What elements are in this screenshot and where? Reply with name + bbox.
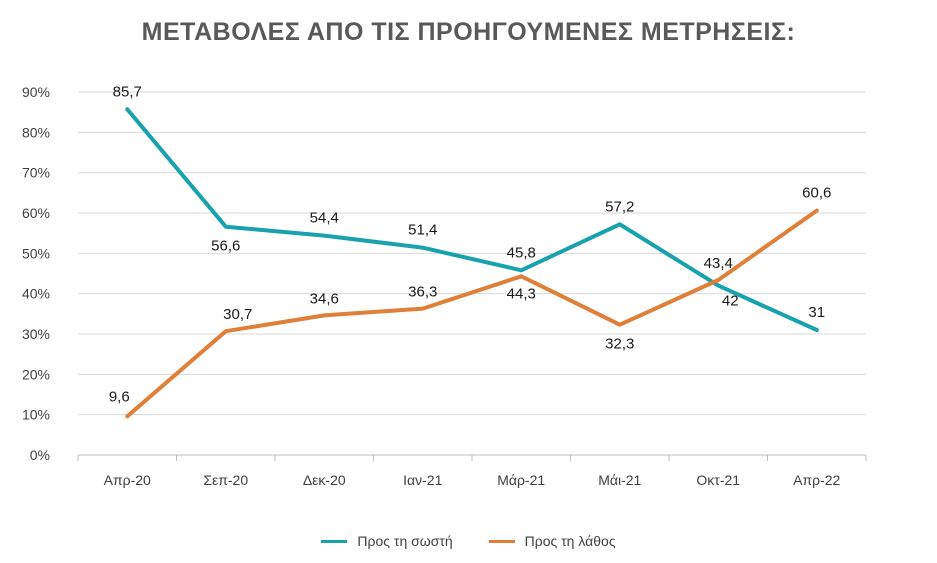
legend-label-wrong: Προς τη λάθος xyxy=(524,533,616,549)
data-label-correct: 57,2 xyxy=(605,198,634,215)
legend: Προς τη σωστή Προς τη λάθος xyxy=(0,533,937,549)
y-tick-label: 30% xyxy=(22,326,50,342)
data-label-wrong: 36,3 xyxy=(408,284,437,301)
x-tick-label: Οκτ-21 xyxy=(696,472,740,488)
y-tick-label: 20% xyxy=(22,366,50,382)
x-tick-label: Σεπ-20 xyxy=(203,472,248,488)
legend-item-correct: Προς τη σωστή xyxy=(321,533,453,549)
y-tick-label: 70% xyxy=(22,165,50,181)
data-label-correct: 56,6 xyxy=(211,238,240,255)
legend-swatch-correct xyxy=(321,539,348,543)
data-label-wrong: 32,3 xyxy=(605,336,634,353)
x-tick-label: Δεκ-20 xyxy=(303,472,346,488)
data-label-wrong: 9,6 xyxy=(109,388,130,405)
data-label-wrong: 60,6 xyxy=(802,185,831,202)
legend-item-wrong: Προς τη λάθος xyxy=(488,533,616,549)
data-label-correct: 54,4 xyxy=(310,210,339,227)
data-label-wrong: 34,6 xyxy=(310,290,339,307)
legend-swatch-wrong xyxy=(488,539,515,543)
series-line-correct xyxy=(125,107,819,332)
y-tick-label: 80% xyxy=(22,124,50,140)
chart-title: ΜΕΤΑΒΟΛΕΣ ΑΠΟ ΤΙΣ ΠΡΟΗΓΟΥΜΕΝΕΣ ΜΕΤΡΗΣΕΙΣ… xyxy=(141,18,796,46)
legend-label-correct: Προς τη σωστή xyxy=(357,533,453,549)
x-tick-label: Ιαν-21 xyxy=(403,472,442,488)
y-tick-label: 10% xyxy=(22,407,50,423)
x-tick-label: Απρ-22 xyxy=(793,472,840,488)
x-tick-label: Μάι-21 xyxy=(598,472,641,488)
data-label-correct: 31 xyxy=(808,304,825,321)
data-label-correct: 42 xyxy=(722,293,739,310)
data-label-correct: 51,4 xyxy=(408,222,437,239)
y-tick-label: 50% xyxy=(22,245,50,261)
data-label-wrong: 43,4 xyxy=(704,255,733,272)
y-tick-label: 0% xyxy=(30,447,50,463)
y-tick-label: 60% xyxy=(22,205,50,221)
series-line-wrong xyxy=(125,208,819,419)
data-label-correct: 85,7 xyxy=(113,83,142,100)
x-tick-label: Μάρ-21 xyxy=(497,472,545,488)
data-label-wrong: 30,7 xyxy=(223,306,252,323)
data-label-wrong: 44,3 xyxy=(507,285,536,302)
y-tick-label: 40% xyxy=(22,286,50,302)
y-tick-label: 90% xyxy=(22,84,50,100)
data-label-correct: 45,8 xyxy=(507,244,536,261)
x-tick-label: Απρ-20 xyxy=(104,472,151,488)
